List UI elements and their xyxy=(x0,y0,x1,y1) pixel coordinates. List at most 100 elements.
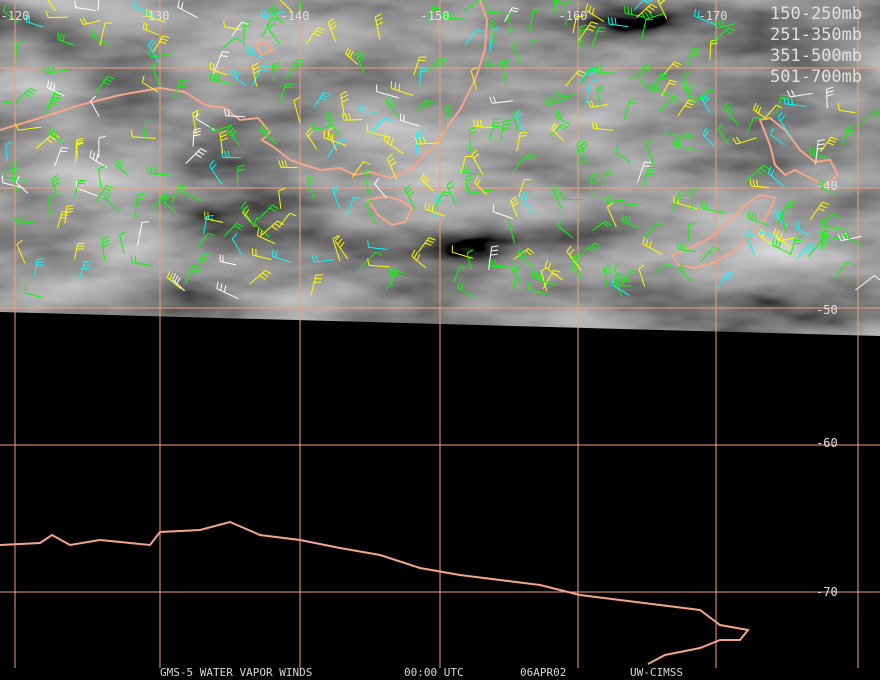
barb-feather xyxy=(211,163,217,170)
wind-barb xyxy=(466,186,494,194)
wind-barb xyxy=(514,110,526,133)
barb-staff xyxy=(195,118,215,131)
wind-barb xyxy=(607,17,629,28)
barb-feather xyxy=(530,38,538,42)
wind-barb xyxy=(674,132,695,145)
barb-feather xyxy=(826,90,834,94)
barb-feather xyxy=(821,218,824,226)
wind-barb xyxy=(130,255,154,267)
barb-feather xyxy=(178,85,186,88)
barb-feather xyxy=(195,111,199,119)
wind-barb xyxy=(444,104,453,130)
barb-feather xyxy=(241,21,249,25)
barb-feather xyxy=(327,113,333,120)
wind-barb xyxy=(219,130,228,154)
barb-feather xyxy=(510,262,516,269)
wind-barb xyxy=(453,266,468,282)
wind-barb xyxy=(99,22,113,46)
wind-barb xyxy=(513,152,536,172)
wind-barb xyxy=(15,87,37,104)
barb-feather xyxy=(470,66,478,72)
wind-barb xyxy=(11,166,20,192)
barb-feather xyxy=(76,142,84,146)
wind-barb xyxy=(613,264,631,283)
barb-staff xyxy=(346,197,354,217)
barb-feather xyxy=(491,249,499,252)
barb-feather xyxy=(657,0,661,2)
barb-feather xyxy=(339,241,345,248)
wind-barb xyxy=(404,184,416,210)
barb-feather xyxy=(197,150,205,156)
coastline xyxy=(758,116,840,187)
wind-barb xyxy=(47,0,56,12)
barb-feather xyxy=(578,147,585,152)
barb-feather xyxy=(395,273,403,277)
barb-staff xyxy=(834,261,847,279)
wind-barb xyxy=(653,263,673,275)
barb-feather xyxy=(467,166,470,174)
wind-barb xyxy=(717,123,729,145)
barb-feather xyxy=(223,19,225,27)
wind-barb xyxy=(184,265,199,285)
wind-barb xyxy=(501,60,510,87)
barb-feather xyxy=(449,11,452,19)
barb-feather xyxy=(483,60,489,68)
wind-barb xyxy=(279,83,293,101)
barb-feather xyxy=(422,136,426,144)
barb-feather xyxy=(677,242,680,250)
wind-barb xyxy=(683,71,691,96)
wind-barb xyxy=(825,86,834,109)
wind-barb xyxy=(517,248,534,267)
barb-feather xyxy=(845,261,853,265)
barb-feather xyxy=(642,236,645,245)
barb-staff xyxy=(99,23,106,46)
barb-feather xyxy=(551,96,556,103)
barb-staff xyxy=(47,0,56,12)
barb-feather xyxy=(425,177,430,184)
barb-feather xyxy=(604,271,612,276)
barb-feather xyxy=(220,150,224,158)
barb-staff xyxy=(332,239,341,262)
barb-feather xyxy=(566,245,572,252)
barb-feather xyxy=(344,113,348,121)
barb-feather xyxy=(180,2,184,10)
barb-staff xyxy=(133,6,155,18)
coastline xyxy=(670,193,777,270)
wind-barb xyxy=(389,266,398,287)
barb-feather xyxy=(332,234,340,240)
barb-feather xyxy=(363,161,371,165)
barb-feather xyxy=(232,69,237,77)
barb-feather xyxy=(607,195,612,203)
barb-feather xyxy=(220,55,228,57)
barb-feather xyxy=(82,17,88,25)
wind-barb xyxy=(463,0,487,12)
barb-feather xyxy=(826,86,834,90)
coastline xyxy=(366,194,414,227)
barb-feather xyxy=(79,18,84,25)
barb-feather xyxy=(420,70,428,73)
wind-barb xyxy=(15,176,29,194)
wind-barb xyxy=(90,28,110,47)
barb-feather xyxy=(512,7,520,10)
barb-feather xyxy=(512,40,519,46)
barb-feather xyxy=(694,9,696,17)
wind-barb xyxy=(119,231,127,254)
wind-barb xyxy=(427,4,441,22)
barb-staff xyxy=(2,10,19,24)
barb-feather xyxy=(591,121,595,129)
barb-feather xyxy=(547,97,553,104)
barb-feather xyxy=(386,153,393,159)
wind-barb xyxy=(137,221,150,246)
barb-feather xyxy=(220,133,228,138)
barb-staff xyxy=(620,270,632,286)
wind-barb xyxy=(714,20,736,29)
barb-feather xyxy=(14,123,19,131)
barb-feather xyxy=(683,71,691,75)
barb-staff xyxy=(606,206,617,228)
barb-feather xyxy=(323,91,331,95)
wind-barb xyxy=(767,166,785,188)
barb-feather xyxy=(104,188,112,192)
wind-barb xyxy=(678,262,692,281)
wind-barb xyxy=(46,80,65,97)
longitude-label: -150 xyxy=(421,9,450,23)
